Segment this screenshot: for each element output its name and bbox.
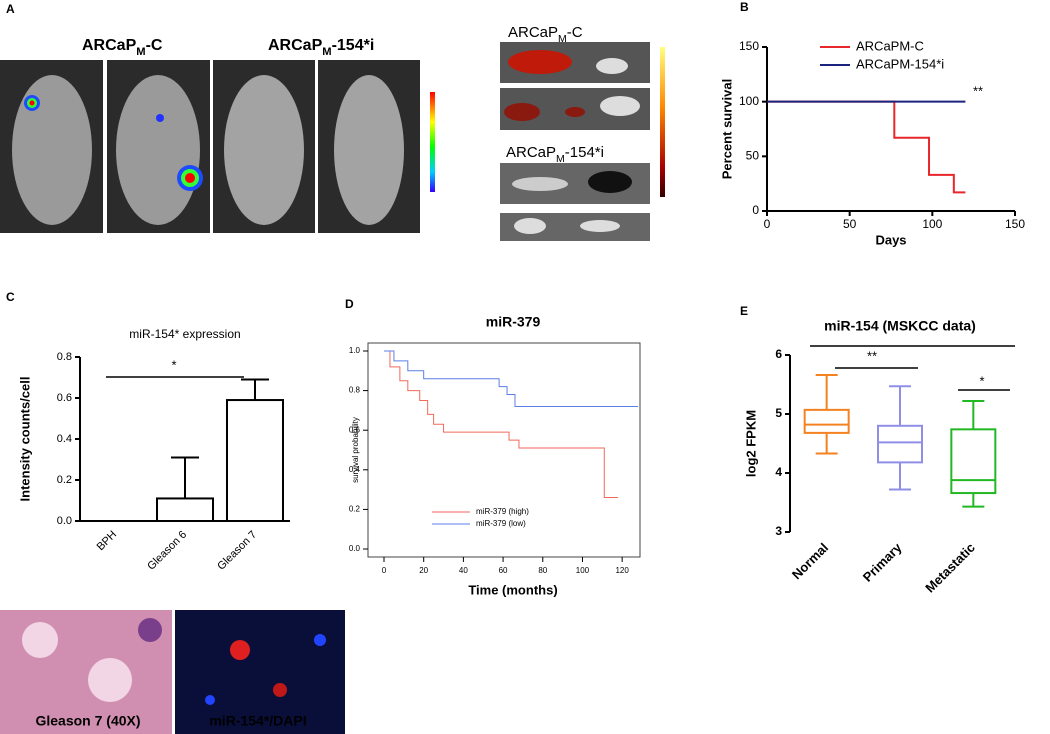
label-part: -154*i bbox=[332, 37, 375, 54]
panel-label: D bbox=[345, 297, 354, 311]
label-part: ARCaP bbox=[82, 37, 137, 54]
label-part: -C bbox=[567, 24, 583, 41]
x-tick-label: 0 bbox=[764, 217, 771, 231]
micrograph-label: Gleason 7 (40X) bbox=[35, 713, 140, 729]
label-part: -C bbox=[146, 37, 163, 54]
label-part: M bbox=[136, 46, 145, 58]
sample-label: ARCaPM-C bbox=[508, 24, 583, 45]
annotation: * bbox=[979, 373, 984, 388]
y-axis-label: Intensity counts/cell bbox=[17, 377, 32, 502]
bar bbox=[156, 497, 214, 523]
label-part: ARCaP bbox=[508, 24, 558, 41]
label-part: ARCaP bbox=[506, 144, 556, 161]
x-tick-label: 120 bbox=[615, 566, 629, 575]
label-part: M bbox=[556, 153, 565, 165]
legend-label: miR-379 (low) bbox=[476, 519, 526, 528]
x-tick-label: 60 bbox=[499, 566, 508, 575]
y-tick-label: 5 bbox=[775, 406, 782, 420]
panel-label: E bbox=[740, 304, 748, 318]
y-tick-label: 6 bbox=[775, 347, 782, 361]
y-tick-label: 4 bbox=[775, 465, 782, 479]
survival-line bbox=[384, 350, 639, 407]
label-part: M bbox=[558, 33, 567, 45]
box bbox=[803, 408, 850, 434]
label-part: -154*i bbox=[565, 144, 604, 161]
panel-label: A bbox=[6, 2, 15, 16]
y-tick-label: 0.0 bbox=[57, 515, 72, 527]
legend-label: miR-379 (high) bbox=[476, 507, 529, 516]
y-tick-label: 0.4 bbox=[57, 433, 72, 445]
y-tick-label: 0.0 bbox=[349, 544, 361, 553]
bar bbox=[226, 399, 284, 522]
y-tick-label: 0.4 bbox=[349, 465, 361, 474]
chart-title: miR-154 (MSKCC data) bbox=[824, 318, 976, 334]
sample-label: ARCaPM-154*i bbox=[268, 37, 374, 58]
sample-label: ARCaPM-154*i bbox=[506, 144, 604, 165]
plot-frame bbox=[367, 342, 641, 558]
annotation: ** bbox=[973, 83, 983, 98]
chart-title: miR-154* expression bbox=[129, 327, 240, 341]
y-tick-label: 3 bbox=[775, 524, 782, 538]
x-tick-label: 20 bbox=[419, 566, 428, 575]
xray-images bbox=[0, 60, 435, 233]
box bbox=[950, 428, 997, 495]
panel-label: B bbox=[740, 0, 749, 14]
micrographs bbox=[0, 610, 345, 734]
x-tick-label: 150 bbox=[1005, 217, 1025, 231]
y-tick-label: 0.6 bbox=[57, 392, 72, 404]
y-axis-label: Percent survival bbox=[719, 79, 734, 179]
y-tick-label: 1.0 bbox=[349, 346, 361, 355]
label-part: M bbox=[322, 46, 331, 58]
x-tick-label: 100 bbox=[576, 566, 590, 575]
sample-label: ARCaPM-C bbox=[82, 37, 163, 58]
y-axis-label: log2 FPKM bbox=[743, 410, 758, 477]
y-tick-label: 0.8 bbox=[349, 386, 361, 395]
annotation: ** bbox=[867, 348, 877, 363]
x-tick-label: 40 bbox=[459, 566, 468, 575]
y-tick-label: 0.2 bbox=[57, 474, 72, 486]
y-axis-label: survival probability bbox=[351, 417, 360, 483]
legend-label: ARCaPM-154*i bbox=[856, 56, 944, 71]
y-tick-label: 0 bbox=[752, 203, 759, 217]
y-tick-label: 0.6 bbox=[349, 425, 361, 434]
x-axis-label: Days bbox=[875, 232, 906, 247]
x-tick-label: 0 bbox=[382, 566, 387, 575]
y-tick-label: 150 bbox=[739, 39, 759, 53]
x-tick-label: 50 bbox=[843, 217, 857, 231]
chart-title: miR-379 bbox=[486, 314, 541, 330]
y-tick-label: 0.2 bbox=[349, 505, 361, 514]
box bbox=[877, 424, 923, 464]
x-tick-label: 100 bbox=[922, 217, 942, 231]
y-tick-label: 50 bbox=[746, 149, 760, 163]
organ-images bbox=[500, 42, 665, 241]
micrograph-label: miR-154*/DAPI bbox=[209, 713, 306, 729]
survival-line bbox=[384, 350, 619, 499]
y-tick-label: 0.8 bbox=[57, 351, 72, 363]
x-tick-label: 80 bbox=[538, 566, 547, 575]
y-tick-label: 100 bbox=[739, 94, 759, 108]
legend-label: ARCaPM-C bbox=[856, 38, 924, 53]
annotation: * bbox=[171, 357, 176, 372]
label-part: ARCaP bbox=[268, 37, 323, 54]
panel-label: C bbox=[6, 290, 15, 304]
survival-line bbox=[767, 100, 966, 194]
x-axis-label: Time (months) bbox=[468, 582, 557, 597]
